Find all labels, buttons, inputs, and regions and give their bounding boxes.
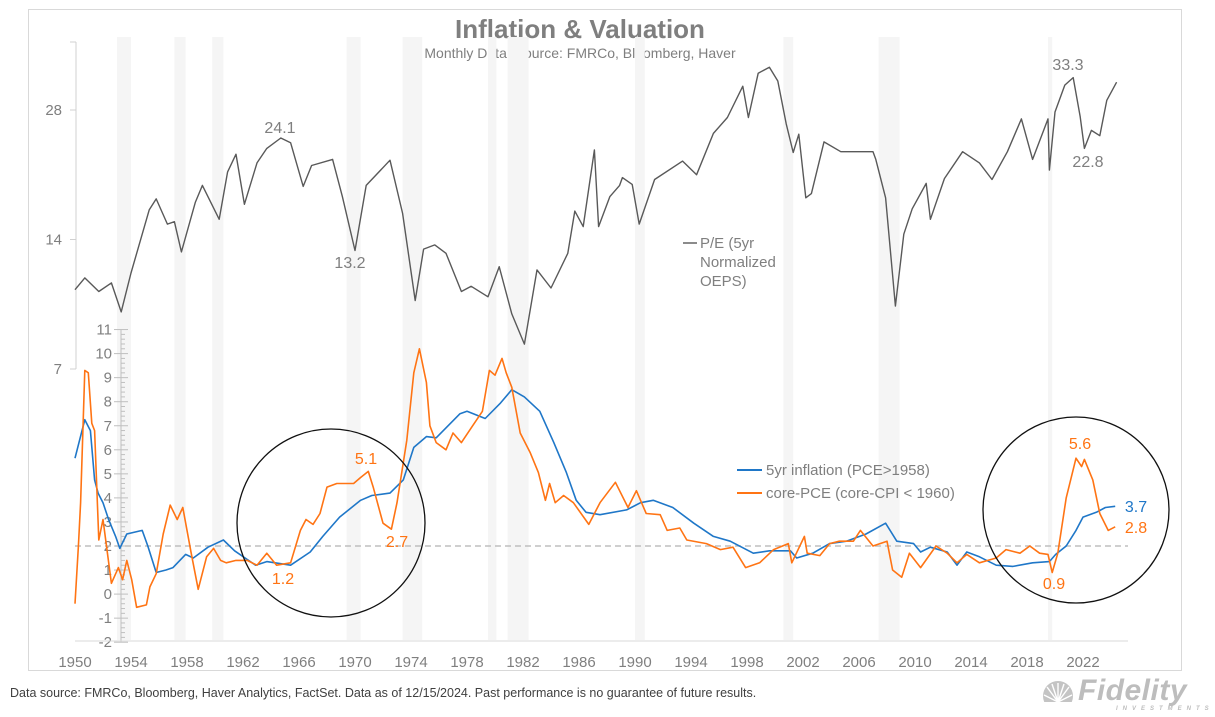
data-label: 24.1 (264, 120, 295, 137)
legend-label-pe: P/E (5yr Normalized OEPS) (700, 235, 776, 290)
pe-tick-label: 28 (45, 102, 62, 119)
logo-wordmark: Fidelity (1078, 674, 1188, 707)
data-label: 22.8 (1072, 154, 1103, 171)
highlight-circle (982, 416, 1170, 604)
x-tick-label: 1954 (114, 654, 147, 671)
x-tick-label: 1986 (562, 654, 595, 671)
legend-label-line: OEPS) (700, 273, 747, 290)
data-label: 2.7 (386, 534, 408, 551)
legend-label-line: P/E (5yr (700, 235, 754, 252)
inflation-tick-label: 7 (104, 418, 112, 435)
data-label: 13.2 (334, 255, 365, 272)
x-tick-label: 1966 (282, 654, 315, 671)
data-label: 33.3 (1052, 57, 1083, 74)
inflation-tick-label: 3 (104, 514, 112, 531)
inflation-tick-label: 10 (95, 346, 112, 363)
inflation-tick-label: 9 (104, 370, 112, 387)
chart-subtitle: Monthly Data. Source: FMRCo, Bloomberg, … (424, 45, 736, 61)
x-tick-label: 1994 (674, 654, 707, 671)
x-tick-label: 2010 (898, 654, 931, 671)
logo-tagline: INVESTMENTS (1116, 706, 1214, 712)
x-tick-label: 1950 (58, 654, 91, 671)
inflation-tick-label: 11 (96, 322, 112, 339)
x-tick-label: 1970 (338, 654, 371, 671)
highlight-circle (236, 428, 426, 618)
inflation-tick-label: 4 (104, 490, 112, 507)
chart-title: Inflation & Valuation (455, 14, 705, 44)
x-tick-label: 1978 (450, 654, 483, 671)
x-tick-label: 1958 (170, 654, 203, 671)
chart-frame (28, 9, 1182, 671)
data-label: 1.2 (272, 571, 294, 588)
recession-band (488, 37, 497, 640)
recession-band (212, 37, 224, 640)
x-tick-label: 1974 (394, 654, 427, 671)
inflation-tick-label: 0 (104, 586, 112, 603)
series-line-core-pce (74, 348, 1116, 609)
recession-band (635, 37, 645, 640)
x-tick-label: 2006 (842, 654, 875, 671)
x-tick-label: 2018 (1010, 654, 1043, 671)
x-tick-label: 1962 (226, 654, 259, 671)
pe-tick-label: 14 (45, 232, 62, 249)
inflation-tick-label: 8 (104, 394, 112, 411)
inflation-tick-label: 1 (104, 562, 112, 579)
fidelity-logo: Fidelity INVESTMENTS (1038, 674, 1214, 714)
x-tick-label: 2022 (1066, 654, 1099, 671)
x-tick-label: 2014 (954, 654, 987, 671)
recession-band (402, 37, 423, 640)
footer-disclaimer: Data source: FMRCo, Bloomberg, Haver Ana… (10, 686, 757, 700)
legend-label-line: Normalized (700, 254, 776, 271)
x-tick-label: 1990 (618, 654, 651, 671)
inflation-tick-label: 5 (104, 466, 112, 483)
recession-band (878, 37, 900, 640)
data-label: 5.6 (1069, 436, 1091, 453)
inflation-tick-label: -1 (99, 610, 112, 627)
inflation-tick-label: -2 (99, 634, 112, 651)
legend-label-five-year-inflation: 5yr inflation (PCE>1958) (766, 462, 930, 479)
x-tick-label: 1998 (730, 654, 763, 671)
data-label: 5.1 (355, 451, 377, 468)
data-label: 3.7 (1125, 499, 1147, 516)
legend-label-core-pce: core-PCE (core-CPI < 1960) (766, 485, 955, 502)
data-label: 2.8 (1125, 520, 1147, 537)
pe-tick-label: 7 (54, 361, 62, 378)
x-tick-label: 2002 (786, 654, 819, 671)
recession-band (783, 37, 794, 640)
data-label: 0.9 (1043, 576, 1065, 593)
recession-band (507, 37, 529, 640)
recession-band (346, 37, 361, 640)
series-line-five-year-inflation (74, 388, 1116, 574)
series-line-pe (74, 66, 1118, 345)
inflation-tick-label: 6 (104, 442, 112, 459)
x-tick-label: 1982 (506, 654, 539, 671)
sunburst-icon (1043, 681, 1073, 712)
recession-band (117, 37, 131, 640)
recession-band (1048, 37, 1053, 640)
recession-band (174, 37, 186, 640)
